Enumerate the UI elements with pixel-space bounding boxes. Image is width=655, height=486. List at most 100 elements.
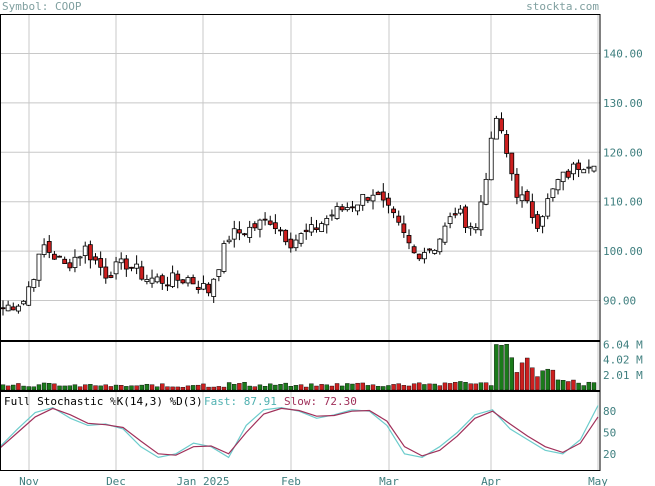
- volume-bar: [288, 386, 293, 391]
- price-candle: [406, 235, 412, 244]
- volume-bar: [216, 386, 222, 391]
- price-candle: [555, 179, 561, 191]
- volume-bar: [190, 385, 196, 391]
- volume-bar: [576, 382, 581, 391]
- price-candle: [401, 223, 407, 234]
- price-candle: [16, 305, 21, 312]
- volume-bar: [355, 382, 360, 391]
- volume-bar: [252, 386, 258, 391]
- volume-bar: [67, 385, 73, 391]
- price-candle: [365, 197, 371, 201]
- panel-border: [0, 391, 601, 471]
- volume-bar: [560, 380, 566, 391]
- price-candle: [344, 207, 350, 211]
- volume-bar: [463, 382, 468, 391]
- volume-bar: [262, 386, 268, 391]
- volume-bar: [160, 383, 165, 391]
- price-candle: [77, 256, 83, 259]
- grid-lines: [0, 14, 600, 470]
- x-tick-label: May: [588, 475, 608, 486]
- price-candle: [257, 219, 263, 230]
- volume-bar: [473, 383, 478, 391]
- price-candle: [165, 284, 170, 287]
- price-candle: [87, 244, 93, 261]
- volume-bar: [370, 384, 376, 391]
- volume-bar: [129, 385, 134, 391]
- volume-bar: [514, 372, 520, 391]
- volume-bar: [571, 379, 576, 391]
- price-candle: [262, 218, 268, 221]
- volume-bar: [175, 386, 180, 391]
- volume-bar: [93, 385, 98, 391]
- volume-bar: [509, 357, 514, 391]
- price-candle: [5, 304, 11, 312]
- price-candle: [82, 245, 88, 256]
- volume-bar: [437, 385, 443, 391]
- price-candle: [591, 165, 597, 172]
- volume-bar: [375, 385, 381, 391]
- volume-bar: [334, 383, 340, 391]
- volume-bar: [21, 385, 26, 391]
- volume-bar: [386, 385, 391, 391]
- volume-panel: [0, 343, 597, 391]
- volume-bar: [519, 362, 525, 391]
- volume-bar: [26, 386, 31, 391]
- price-candle: [134, 263, 140, 269]
- volume-bar: [293, 385, 299, 391]
- volume-bar: [381, 386, 386, 391]
- price-candle: [98, 258, 104, 268]
- volume-bar: [242, 382, 247, 391]
- stochastic-k-line: [0, 405, 599, 459]
- volume-bar: [16, 383, 21, 391]
- volume-tick-label: 4.02 M: [603, 354, 643, 367]
- price-candle: [375, 191, 381, 196]
- price-candle: [159, 275, 165, 284]
- volume-bar: [232, 384, 237, 391]
- price-candle: [21, 300, 26, 305]
- stochastic-title: Full Stochastic %K(14,3) %D(3): [4, 395, 203, 408]
- price-candle: [468, 226, 474, 229]
- price-candle: [457, 208, 463, 214]
- price-candle: [319, 223, 325, 232]
- price-candle: [278, 229, 283, 232]
- price-tick-label: 110.00: [603, 196, 643, 209]
- price-candle: [221, 243, 227, 272]
- price-panel: [0, 112, 597, 316]
- price-candle: [51, 253, 57, 260]
- volume-bar: [432, 383, 437, 391]
- price-candle: [416, 253, 422, 260]
- price-candle: [201, 283, 206, 290]
- price-candle: [298, 233, 304, 244]
- price-candle: [324, 218, 330, 226]
- price-candle: [10, 306, 16, 311]
- volume-bar: [442, 382, 448, 391]
- volume-bar: [52, 383, 57, 391]
- volume-bar: [139, 384, 144, 391]
- volume-bar: [406, 385, 412, 391]
- volume-bar: [550, 369, 556, 391]
- volume-bar: [196, 384, 201, 391]
- price-candle: [303, 229, 309, 233]
- price-candle: [272, 222, 278, 230]
- price-candle: [0, 307, 6, 310]
- price-candle: [427, 248, 432, 251]
- volume-bar: [77, 386, 83, 391]
- volume-bar: [257, 384, 263, 391]
- volume-bar: [124, 386, 129, 391]
- volume-bar: [478, 382, 484, 391]
- price-candle: [540, 216, 546, 227]
- volume-bar: [365, 385, 371, 391]
- price-candle: [247, 226, 253, 238]
- price-candle: [560, 171, 566, 183]
- price-candle: [514, 173, 520, 198]
- stochastic-fast-value: Fast: 87.91: [204, 395, 277, 408]
- price-candle: [242, 233, 247, 236]
- volume-bar: [530, 367, 535, 391]
- volume-bar: [324, 384, 329, 391]
- volume-bar: [586, 381, 592, 391]
- volume-bar: [458, 381, 463, 391]
- volume-bar: [591, 382, 597, 391]
- volume-bar: [31, 386, 37, 391]
- price-candle: [288, 238, 294, 249]
